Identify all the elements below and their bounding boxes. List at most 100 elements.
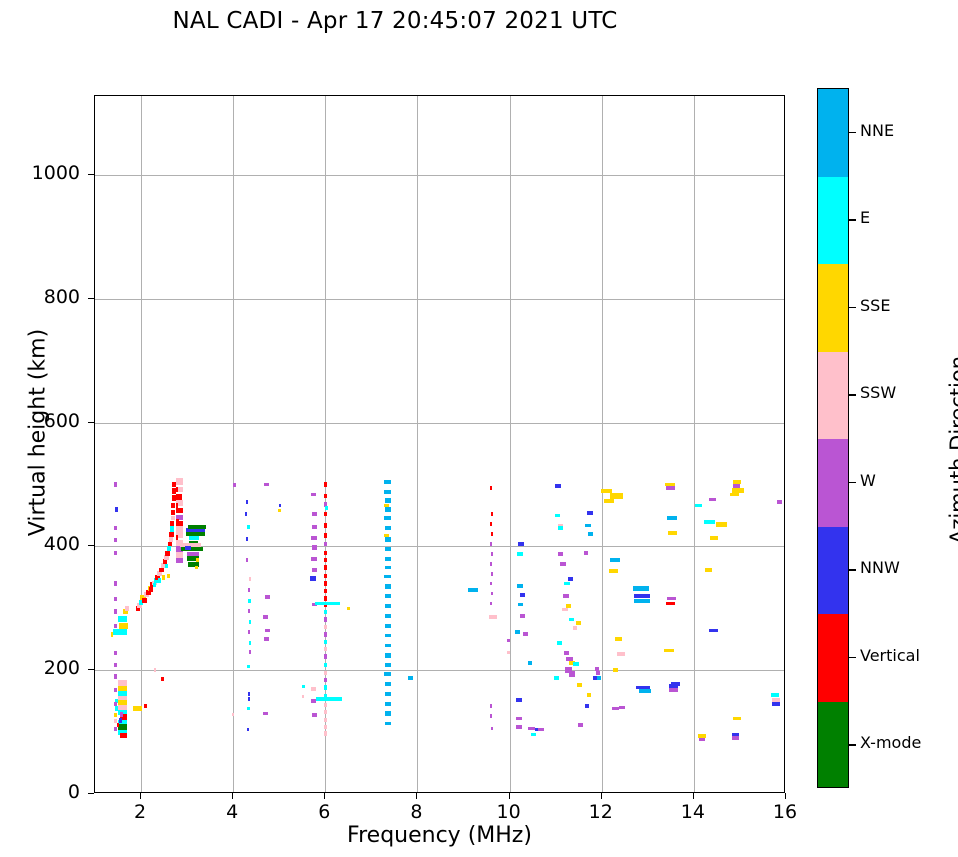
data-point [114, 687, 117, 693]
data-point [489, 581, 493, 586]
data-point [118, 729, 127, 735]
data-point [176, 507, 184, 514]
data-point [704, 568, 713, 572]
data-point [119, 733, 128, 739]
colorbar-label-vertical: Vertical [860, 645, 920, 665]
x-axis-tick [508, 793, 510, 799]
data-point [384, 498, 392, 504]
data-point [489, 522, 493, 527]
data-point [155, 574, 160, 580]
data-point [698, 737, 706, 742]
y-axis-title: Virtual height (km) [25, 328, 51, 537]
data-point [569, 671, 575, 677]
data-point [114, 623, 117, 628]
data-point [176, 552, 184, 558]
data-point [310, 686, 316, 691]
data-point [324, 533, 327, 538]
data-point [324, 541, 327, 547]
data-point [278, 503, 282, 508]
figure-title: NAL CADI - Apr 17 20:45:07 2021 UTC [172, 8, 618, 34]
data-point [557, 523, 563, 528]
data-point [180, 546, 203, 552]
colorbar-segment-e[interactable] [818, 176, 848, 264]
colorbar-segment-w[interactable] [818, 439, 848, 527]
data-point [668, 688, 679, 692]
data-point [114, 581, 117, 586]
data-point [517, 584, 523, 588]
data-point [324, 617, 327, 622]
y-axis-tick [88, 297, 94, 299]
y-axis-tick-label: 600 [43, 409, 80, 432]
colorbar-segment-x-mode[interactable] [818, 701, 848, 787]
data-point [557, 641, 562, 645]
data-point [490, 571, 494, 576]
data-point [576, 621, 581, 626]
data-point [185, 545, 191, 550]
data-point [135, 605, 141, 611]
data-point [176, 486, 184, 493]
data-point [188, 524, 206, 529]
data-point [324, 702, 327, 708]
data-point [522, 632, 528, 637]
data-point [324, 694, 327, 699]
data-point [311, 602, 318, 607]
data-point [538, 727, 544, 732]
data-point [384, 480, 391, 484]
colorbar-segment-ssw[interactable] [818, 351, 848, 439]
data-point [118, 686, 127, 692]
data-point [325, 506, 328, 510]
data-point [516, 716, 522, 721]
colorbar-segment-nnw[interactable] [818, 526, 848, 614]
data-point [114, 726, 117, 732]
data-point [311, 512, 318, 517]
data-point [665, 482, 675, 487]
data-point [247, 696, 251, 701]
data-point [384, 691, 392, 696]
data-point [516, 698, 522, 702]
data-point [153, 668, 157, 673]
gridline-horizontal [95, 422, 784, 424]
data-point [176, 500, 184, 506]
data-point [384, 643, 392, 648]
data-point [164, 564, 168, 569]
data-point [729, 492, 739, 497]
data-point [384, 574, 391, 578]
data-point [467, 587, 478, 592]
data-point [609, 569, 619, 574]
colorbar-segment-vertical[interactable] [818, 614, 848, 702]
data-point [115, 699, 118, 704]
data-point [162, 558, 168, 564]
y-axis-tick-label: 400 [43, 533, 80, 556]
data-point [557, 526, 563, 530]
colorbar-segment-sse[interactable] [818, 264, 848, 352]
data-point [517, 602, 524, 607]
colorbar-segment-nne[interactable] [818, 89, 848, 177]
x-axis-tick-label: 6 [318, 801, 331, 823]
data-point [324, 523, 327, 528]
data-point [167, 574, 171, 579]
data-point [776, 500, 783, 504]
data-point [618, 705, 626, 710]
gridline-vertical [509, 96, 511, 792]
data-point [584, 704, 590, 708]
data-point [612, 706, 619, 711]
x-axis-tick-label: 2 [134, 801, 147, 823]
colorbar[interactable] [817, 88, 849, 788]
data-point [114, 525, 117, 531]
x-axis-tick-label: 12 [588, 801, 613, 823]
gridline-horizontal [95, 175, 784, 177]
data-point [161, 575, 166, 580]
data-point [114, 702, 117, 707]
data-point [171, 481, 176, 488]
colorbar-label-ssw: SSW [860, 383, 897, 403]
data-point [118, 616, 127, 622]
data-point [384, 533, 389, 537]
gridline-horizontal [95, 670, 784, 672]
data-point [518, 542, 524, 546]
data-point [169, 526, 174, 532]
data-point [384, 546, 392, 552]
gridline-vertical [601, 96, 603, 792]
data-point [114, 650, 117, 656]
data-point [586, 511, 593, 515]
